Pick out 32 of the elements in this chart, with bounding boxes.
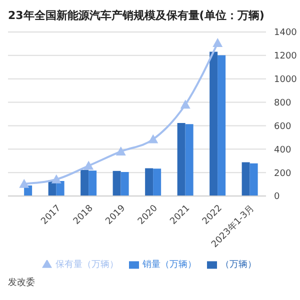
point <box>148 134 158 144</box>
bar <box>242 162 250 196</box>
y-tick-label: 1400 <box>274 28 298 38</box>
y-tick-label: 800 <box>274 98 292 108</box>
bar <box>88 170 97 196</box>
chart-title: 23年全国新能源汽车产销规模及保有量(单位：万辆) <box>8 8 266 24</box>
bar <box>80 170 89 196</box>
bar <box>210 52 218 196</box>
bar <box>153 168 162 196</box>
point <box>19 178 30 188</box>
y-tick-label: 1200 <box>274 52 298 62</box>
y-tick-label: 200 <box>274 168 292 179</box>
point <box>212 38 223 48</box>
point <box>180 100 190 109</box>
legend-label: 保有量（万辆） <box>56 260 118 270</box>
bar <box>120 172 129 196</box>
y-tick-label: 1000 <box>274 75 298 86</box>
legend-label: 销量（万辆） <box>142 260 196 270</box>
y-tick-label: 400 <box>274 145 292 156</box>
y-tick-label: 600 <box>274 122 292 132</box>
bar <box>218 55 226 196</box>
point <box>116 146 126 156</box>
bar <box>185 124 194 196</box>
bar <box>145 168 154 196</box>
bar <box>250 163 258 196</box>
bar <box>177 123 186 196</box>
point <box>51 174 62 184</box>
point <box>84 160 94 170</box>
bar <box>112 170 121 196</box>
text: 发改委 <box>8 276 36 289</box>
y-tick-label: 0 <box>274 192 280 202</box>
legend-label: （万辆） <box>220 260 256 270</box>
